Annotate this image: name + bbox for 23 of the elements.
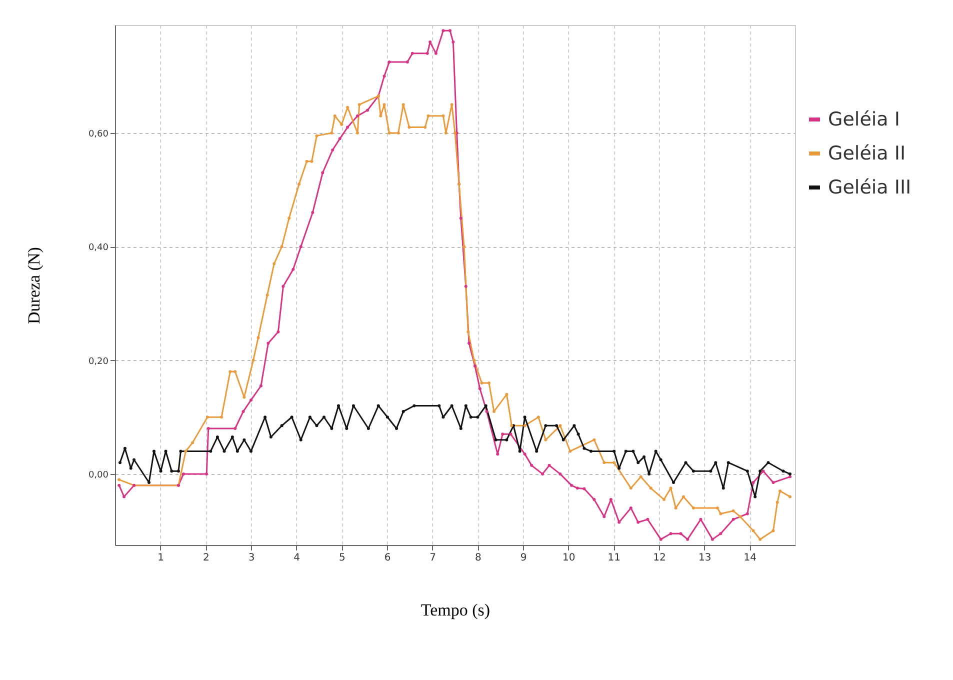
- legend-label: Geléia II: [828, 142, 906, 164]
- x-tick-label: 2: [202, 552, 210, 564]
- y-tick-label: 0,00: [88, 470, 109, 480]
- x-tick-label: 14: [744, 552, 757, 564]
- x-axis-title: Tempo (s): [420, 600, 490, 620]
- x-tick-label: 13: [698, 552, 712, 564]
- x-tick-label: 1: [158, 552, 164, 564]
- x-tick-label: 12: [653, 552, 666, 564]
- x-tick-label: 8: [474, 552, 482, 564]
- y-axis-title: Dureza (N): [24, 247, 44, 324]
- x-tick-label: 9: [520, 552, 527, 564]
- y-tick-label: 0,40: [88, 243, 109, 254]
- legend-label: Geléia III: [828, 176, 912, 198]
- x-tick-label: 4: [294, 552, 300, 564]
- y-tick-label: 0,60: [88, 129, 109, 140]
- x-tick-label: 3: [248, 552, 255, 564]
- x-tick-label: 11: [608, 552, 621, 564]
- x-tick-label: 6: [384, 552, 391, 564]
- legend-label: Geléia I: [828, 108, 900, 130]
- y-tick-label: 0,20: [88, 356, 109, 367]
- x-tick-label: 5: [338, 552, 346, 564]
- x-tick-label: 7: [430, 552, 436, 564]
- x-tick-label: 10: [562, 552, 576, 564]
